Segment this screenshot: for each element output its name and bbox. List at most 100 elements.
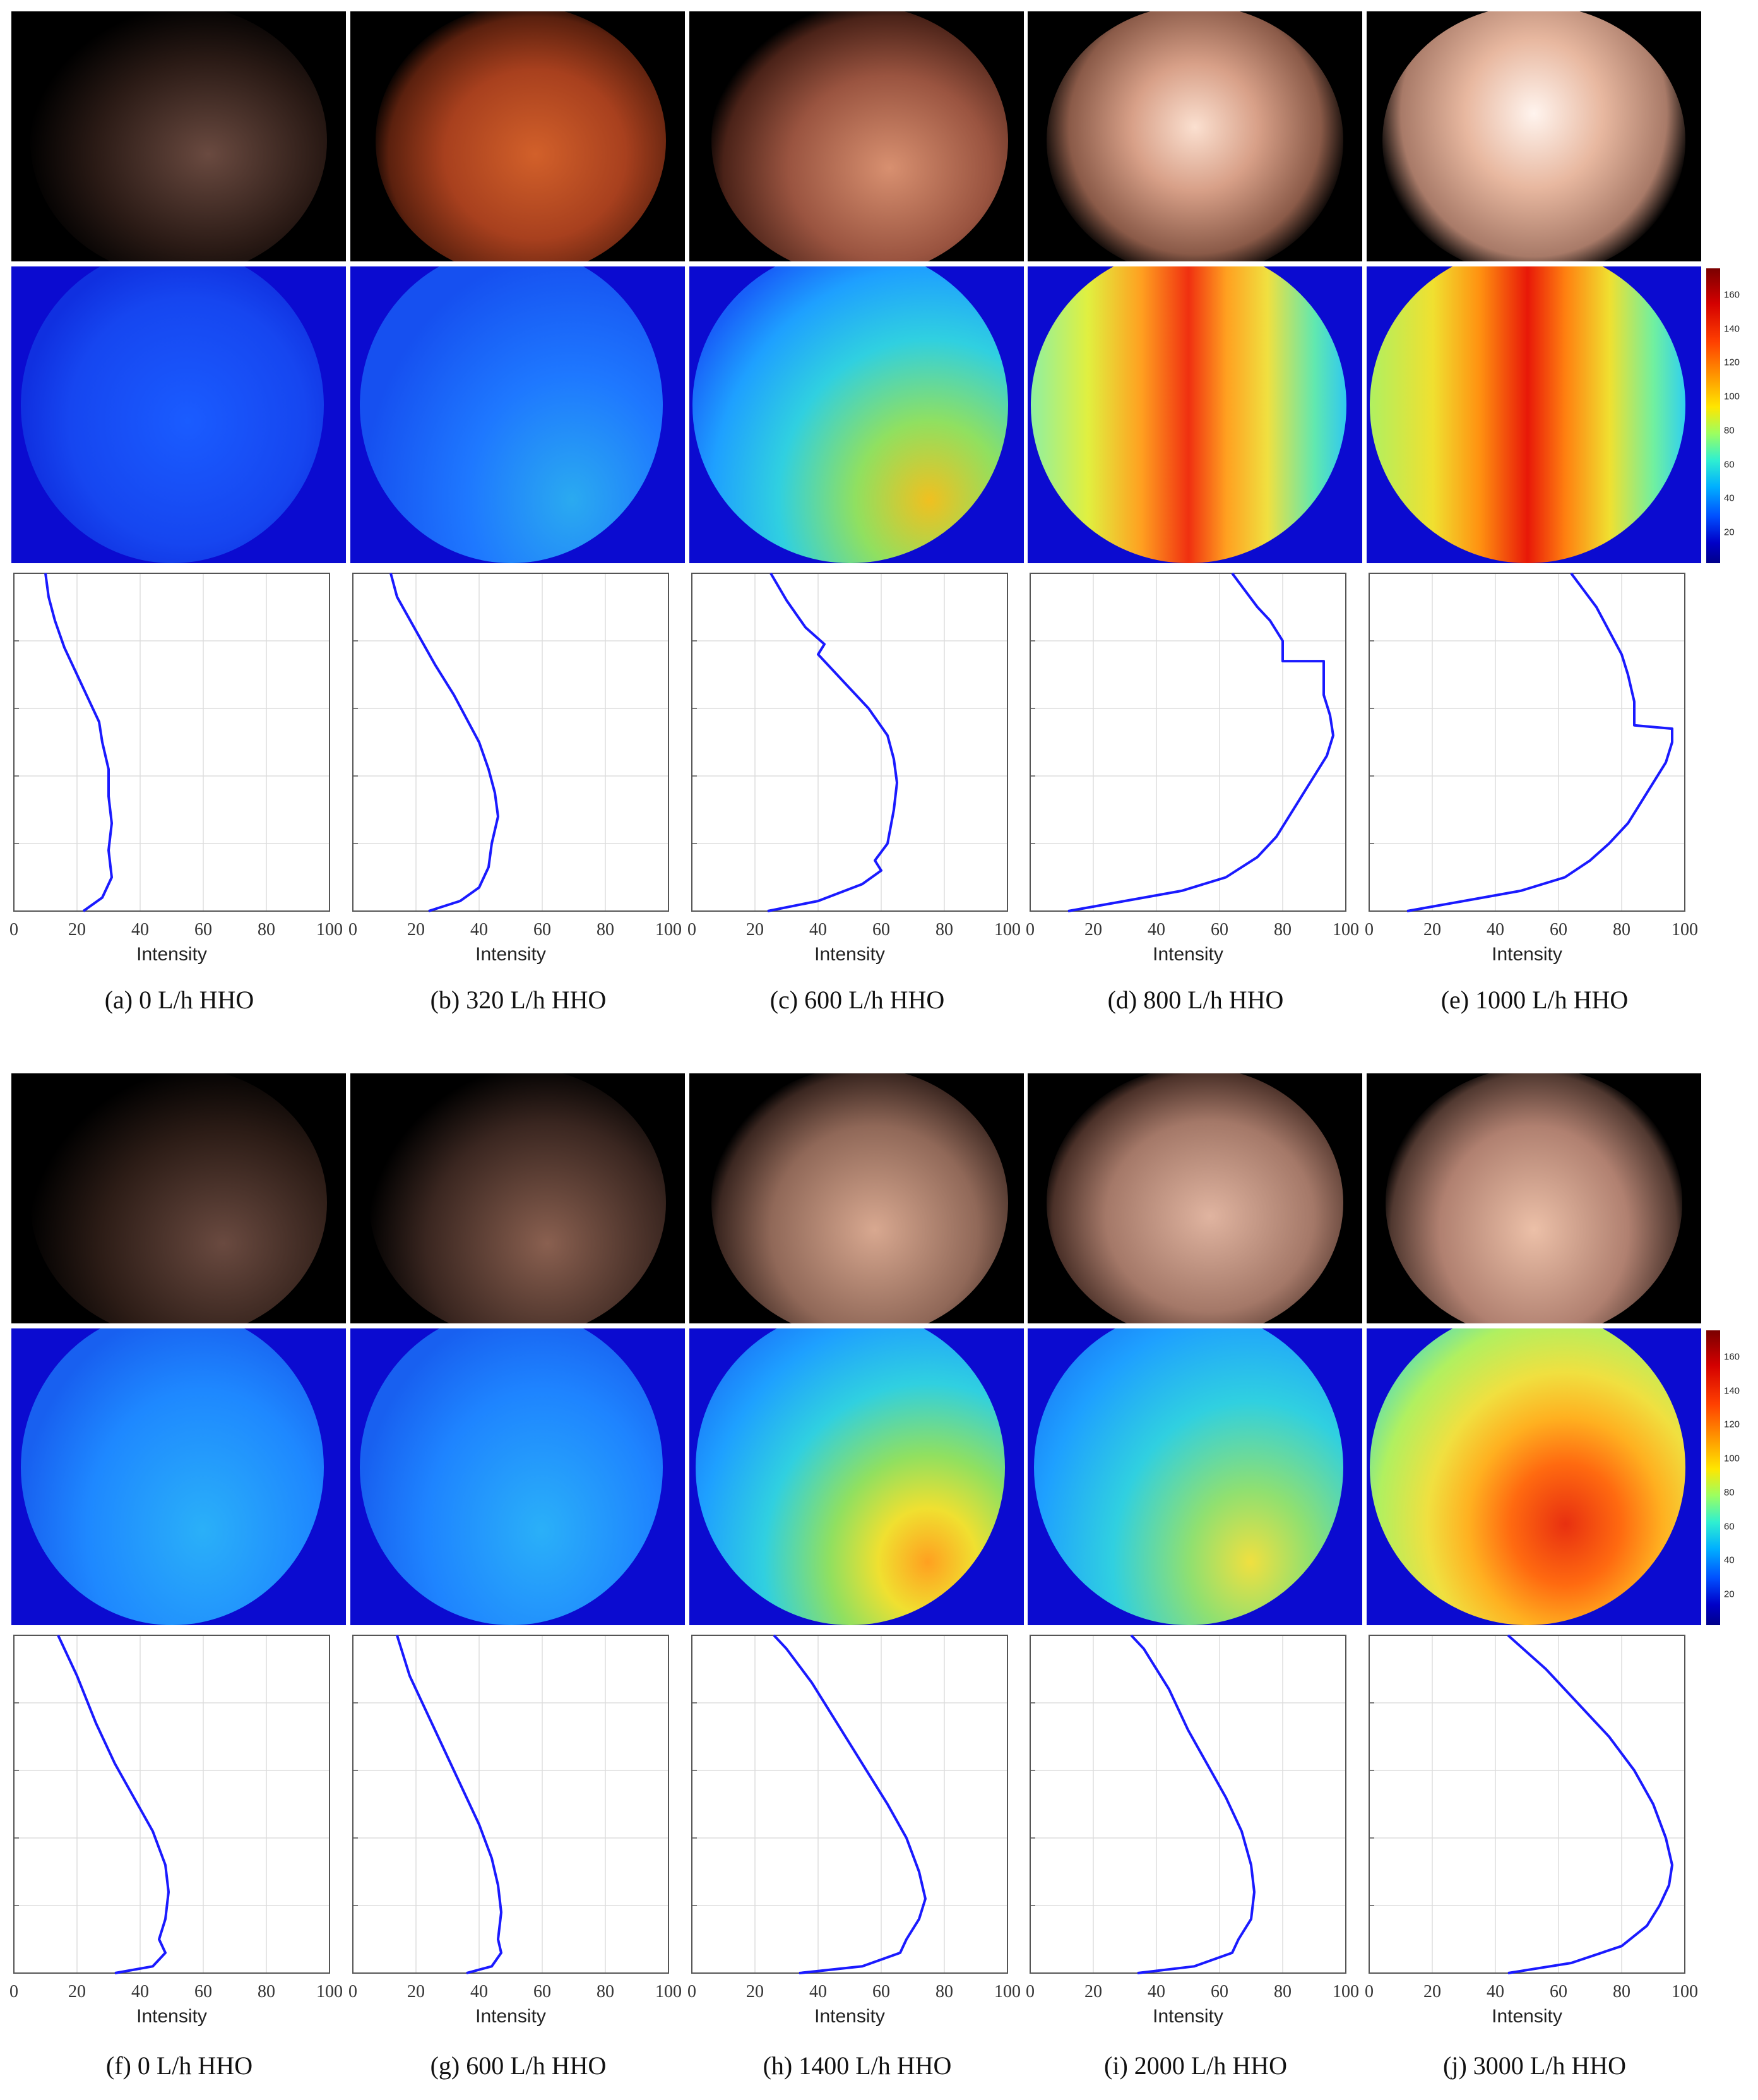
x-axis-label: Intensity (136, 2006, 207, 2027)
plot-frame (13, 1635, 330, 1974)
x-tick-label: 60 (533, 1982, 551, 2002)
colorbar-tick: 20 (1724, 527, 1735, 538)
flame-luminosity (1047, 1073, 1343, 1323)
plot-frame (691, 573, 1008, 912)
caption-g: (g) 600 L/h HHO (430, 2051, 607, 2080)
heatmap-a (11, 266, 346, 563)
plot-a: 0 20 40 60 80 100 Intensity (9, 568, 346, 972)
plot-g: 0 20 40 60 80 100 Intensity (348, 1630, 685, 2034)
x-tick-label: 20 (1084, 920, 1102, 940)
flame-luminosity (711, 1073, 1008, 1323)
intensity-curve (57, 1635, 170, 1974)
plot-frame (352, 1635, 669, 1974)
x-tick-label: 40 (131, 1982, 149, 2002)
flame-luminosity (711, 11, 1008, 261)
flame-luminosity (1047, 11, 1343, 261)
x-tick-label: 60 (533, 920, 551, 940)
colorbar-tick: 120 (1724, 357, 1740, 368)
heatmap-disc (360, 1328, 663, 1625)
colorbar-tick: 160 (1724, 289, 1740, 301)
plot-frame (13, 573, 330, 912)
colorbar-tick: 160 (1724, 1351, 1740, 1363)
colorbar-tick: 80 (1724, 425, 1735, 436)
x-tick-label: 60 (194, 920, 212, 940)
flame-luminosity (30, 11, 327, 261)
x-tick-label: 20 (407, 920, 425, 940)
x-axis-label: Intensity (1153, 2006, 1223, 2027)
intensity-curve (44, 573, 113, 912)
x-tick-label: 100 (655, 1982, 682, 2002)
colorbar-gradient (1706, 1330, 1720, 1625)
x-tick-label: 40 (1148, 1982, 1165, 2002)
x-tick-label: 80 (935, 920, 953, 940)
x-tick-label: 60 (872, 920, 890, 940)
x-tick-label: 20 (1423, 920, 1441, 940)
flame-photo-c (689, 11, 1024, 261)
colorbar-tick: 80 (1724, 1487, 1735, 1498)
x-tick-label: 40 (1148, 920, 1165, 940)
caption-j: (j) 3000 L/h HHO (1443, 2051, 1626, 2080)
heatmap-g (350, 1328, 685, 1625)
heatmap-b (350, 266, 685, 563)
x-axis-label: Intensity (475, 2006, 546, 2027)
x-axis-label: Intensity (1153, 944, 1223, 965)
x-tick-label: 20 (68, 920, 86, 940)
intensity-curve (1067, 572, 1334, 912)
x-tick-label: 100 (1672, 920, 1698, 940)
x-tick-label: 40 (470, 1982, 488, 2002)
x-tick-label: 80 (1274, 1982, 1292, 2002)
x-tick-label: 40 (809, 920, 827, 940)
colorbar-tick: 40 (1724, 492, 1735, 504)
heatmap-h (689, 1328, 1024, 1625)
plot-svg: 0 20 40 60 80 100 Intensity (687, 1634, 1021, 2027)
plot-frame (1369, 1635, 1685, 1974)
flame-photo-j (1367, 1073, 1701, 1323)
colorbar-tick: 60 (1724, 459, 1735, 470)
flame-photo-h (689, 1073, 1024, 1323)
flame-luminosity (30, 1073, 327, 1323)
x-axis-label: Intensity (814, 2006, 885, 2027)
x-axis-label: Intensity (475, 944, 546, 965)
x-tick-label: 80 (1613, 920, 1630, 940)
heatmap-i (1028, 1328, 1362, 1625)
heatmap-disc (696, 1328, 1005, 1625)
plot-frame (1030, 573, 1346, 912)
plot-h: 0 20 40 60 80 100 Intensity (687, 1630, 1024, 2034)
plot-svg: 0 20 40 60 80 100 Intensity (348, 573, 682, 965)
x-axis-label: Intensity (814, 944, 885, 965)
plot-i: 0 20 40 60 80 100 Intensity (1026, 1630, 1362, 2034)
x-tick-label: 60 (872, 1982, 890, 2002)
plot-frame (691, 1635, 1008, 1974)
x-tick-label: 0 (9, 1982, 18, 2002)
caption-e: (e) 1000 L/h HHO (1440, 986, 1629, 1014)
colorbar-tick: 140 (1724, 1385, 1740, 1397)
heatmap-disc (1031, 266, 1346, 563)
colorbar-tick: 20 (1724, 1589, 1735, 1600)
x-tick-label: 60 (1550, 920, 1567, 940)
plot-svg: 0 20 40 60 80 100 Intensity (348, 1635, 682, 2027)
plot-frame (352, 573, 669, 912)
plot-d: 0 20 40 60 80 100 Intensity (1026, 568, 1362, 972)
plot-j: 0 20 40 60 80 100 Intensity (1365, 1630, 1701, 2034)
colorbar-tick: 100 (1724, 391, 1740, 402)
x-tick-label: 40 (809, 1982, 827, 2002)
x-tick-label: 100 (994, 920, 1021, 940)
colorbar-tick: 40 (1724, 1554, 1735, 1566)
flame-photo-g (350, 1073, 685, 1323)
caption-a: (a) 0 L/h HHO (104, 986, 254, 1014)
x-tick-label: 80 (1613, 1982, 1630, 2002)
intensity-curve (389, 573, 499, 912)
plot-c: 0 20 40 60 80 100 Intensity (687, 568, 1024, 972)
x-axis-label: Intensity (1492, 944, 1562, 965)
heatmap-disc (21, 1328, 324, 1625)
plot-svg: 0 20 40 60 80 100 Intensity (687, 572, 1021, 965)
x-tick-label: 40 (1487, 1982, 1504, 2002)
x-tick-label: 60 (1211, 920, 1228, 940)
flame-luminosity (1382, 11, 1685, 261)
plot-e: 0 20 40 60 80 100 Intensity (1365, 568, 1701, 972)
caption-h: (h) 1400 L/h HHO (763, 2051, 952, 2080)
x-tick-label: 0 (687, 920, 696, 940)
plot-svg: 0 20 40 60 80 100 Intensity (1365, 572, 1698, 965)
heatmap-f (11, 1328, 346, 1625)
x-tick-label: 20 (746, 920, 764, 940)
